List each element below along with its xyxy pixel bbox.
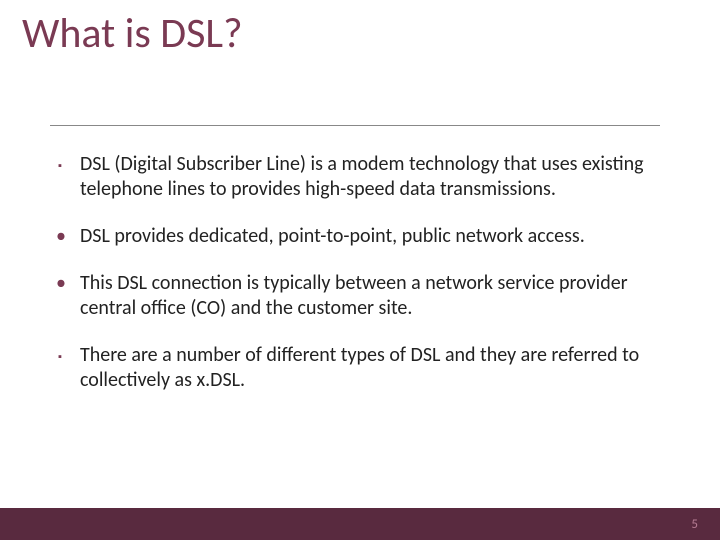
bullet-text: There are a number of different types of…: [80, 343, 672, 393]
bullet-list: ▪ DSL (Digital Subscriber Line) is a mod…: [52, 152, 672, 415]
slide-title: What is DSL?: [22, 8, 243, 59]
page-number: 5: [691, 517, 698, 532]
bullet-square-icon: ▪: [52, 152, 80, 180]
list-item: • This DSL connection is typically betwe…: [52, 271, 672, 321]
bullet-text: DSL (Digital Subscriber Line) is a modem…: [80, 152, 672, 202]
list-item: ▪ There are a number of different types …: [52, 343, 672, 393]
list-item: • DSL provides dedicated, point-to-point…: [52, 224, 672, 249]
bullet-dot-icon: •: [52, 224, 80, 248]
bullet-text: DSL provides dedicated, point-to-point, …: [80, 224, 672, 249]
bullet-text: This DSL connection is typically between…: [80, 271, 672, 321]
footer-bar: [0, 508, 720, 540]
title-divider: [50, 125, 660, 126]
slide: What is DSL? ▪ DSL (Digital Subscriber L…: [0, 0, 720, 540]
list-item: ▪ DSL (Digital Subscriber Line) is a mod…: [52, 152, 672, 202]
bullet-square-icon: ▪: [52, 343, 80, 371]
bullet-dot-icon: •: [52, 271, 80, 295]
